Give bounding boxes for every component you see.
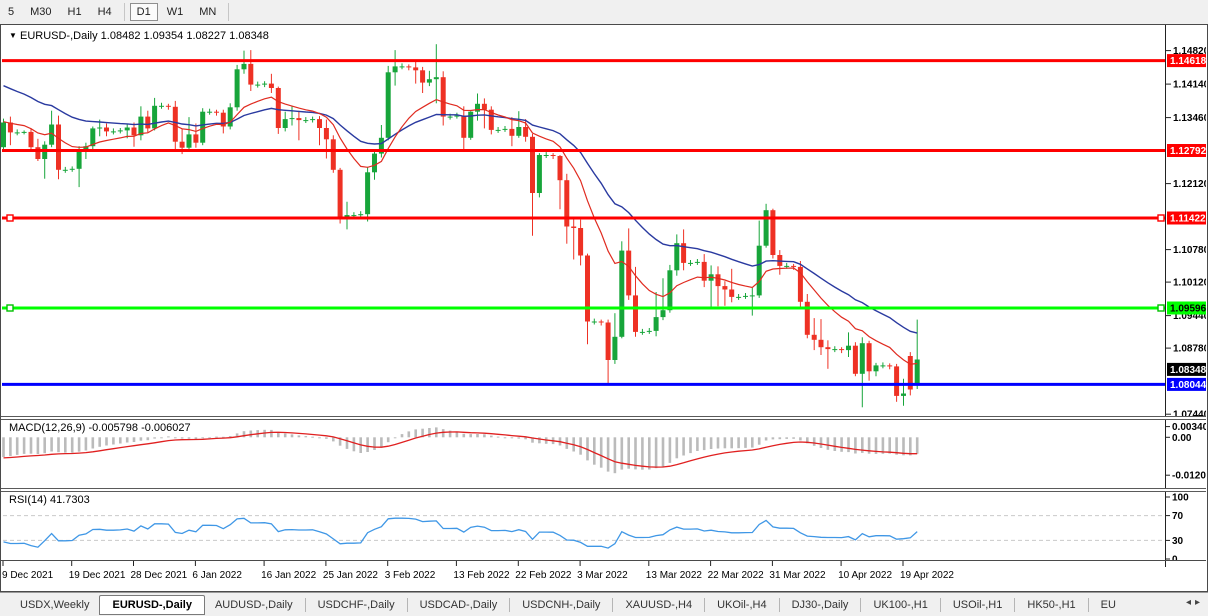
macd-indicator-label: MACD(12,26,9) -0.005798 -0.006027: [9, 422, 191, 434]
svg-text:0.003408: 0.003408: [1172, 422, 1206, 433]
svg-text:19 Apr 2022: 19 Apr 2022: [900, 570, 954, 581]
svg-text:22 Feb 2022: 22 Feb 2022: [515, 570, 572, 581]
chart-dropdown-icon[interactable]: ▼: [9, 31, 17, 40]
chart-tab-uk100-h1[interactable]: UK100-,H1: [873, 598, 928, 611]
svg-text:13 Feb 2022: 13 Feb 2022: [453, 570, 510, 581]
macd-values: -0.005798 -0.006027: [88, 422, 191, 434]
chart-tab-eu[interactable]: EU: [1100, 598, 1116, 611]
toolbar-separator: [123, 3, 125, 21]
date-axis[interactable]: 9 Dec 2021 19 Dec 2021 28 Dec 2021 6 Jan 20…: [1, 560, 1206, 591]
svg-text:6 Jan 2022: 6 Jan 2022: [192, 570, 242, 581]
chart-tab-dj30-daily[interactable]: DJ30-,Daily: [791, 598, 849, 611]
tab-separator: [304, 597, 306, 612]
svg-text:16 Jan 2022: 16 Jan 2022: [261, 570, 316, 581]
tab-scroll-right-icon[interactable]: ▸: [1194, 597, 1204, 608]
svg-text:100: 100: [1172, 493, 1189, 504]
svg-text:-0.012058: -0.012058: [1172, 471, 1206, 482]
ohlc-high: 1.09354: [143, 30, 184, 42]
ohlc-low: 1.08227: [186, 30, 227, 42]
tab-scroll-arrows: ◂▸: [1183, 597, 1206, 608]
timeframe-button-5[interactable]: 5: [8, 6, 15, 18]
tab-scroll-left-icon[interactable]: ◂: [1185, 597, 1195, 608]
svg-text:10 Apr 2022: 10 Apr 2022: [838, 570, 892, 581]
svg-text:3 Feb 2022: 3 Feb 2022: [385, 570, 436, 581]
ohlc-close: 1.08348: [229, 30, 269, 42]
macd-panel[interactable]: 0.0034080.00 -0.012058: [1, 420, 1206, 488]
rsi-indicator-label: RSI(14) 41.7303: [9, 494, 90, 506]
tab-separator: [406, 597, 408, 612]
rsi-name: RSI(14): [9, 494, 47, 506]
chart-tab-xauusd-h4[interactable]: XAUUSD-,H4: [625, 598, 693, 611]
svg-text:1.14140: 1.14140: [1173, 80, 1206, 91]
tab-separator: [778, 597, 780, 612]
rsi-panel[interactable]: 100 70 30 0: [1, 492, 1206, 560]
chart-tab-usdx-weekly[interactable]: USDX,Weekly: [20, 598, 90, 611]
svg-text:1.08780: 1.08780: [1173, 344, 1206, 355]
chart-tab-audusd-daily[interactable]: AUDUSD-,Daily: [214, 598, 293, 611]
rsi-value: 41.7303: [49, 494, 90, 506]
svg-text:1.07440: 1.07440: [1173, 410, 1206, 416]
tab-separator: [939, 597, 941, 612]
svg-text:1.14820: 1.14820: [1173, 46, 1206, 57]
panel-splitter[interactable]: [1, 488, 1206, 492]
svg-text:22 Mar 2022: 22 Mar 2022: [708, 570, 765, 581]
svg-text:25 Jan 2022: 25 Jan 2022: [323, 570, 378, 581]
svg-text:31 Mar 2022: 31 Mar 2022: [769, 570, 826, 581]
timeframe-button-h4[interactable]: H4: [97, 6, 112, 18]
panel-splitter[interactable]: [1, 416, 1206, 420]
ohlc-open: 1.08482: [100, 30, 141, 42]
svg-text:70: 70: [1172, 511, 1184, 522]
tab-separator: [860, 597, 862, 612]
svg-text:0: 0: [1172, 555, 1178, 561]
price-chart-panel[interactable]: 1.14820 1.14140 1.13460 1.12120 1.10780 1.101…: [1, 25, 1206, 416]
timeframe-button-mn[interactable]: MN: [199, 6, 217, 18]
timeframe-button-h1[interactable]: H1: [67, 6, 82, 18]
svg-text:1.10120: 1.10120: [1173, 278, 1206, 289]
chart-tab-eurusd-daily[interactable]: EURUSD-,Daily: [99, 594, 205, 615]
timeframe-button-d1[interactable]: D1: [129, 3, 158, 21]
toolbar-separator: [228, 3, 230, 21]
date-axis-svg: 9 Dec 2021 19 Dec 2021 28 Dec 2021 6 Jan 20…: [2, 561, 1166, 581]
svg-text:1.10780: 1.10780: [1173, 245, 1206, 256]
chart-tab-bar: USDX,Weekly EURUSD-,Daily AUDUSD-,Daily USD…: [0, 592, 1208, 616]
chart-tab-hk50-h1[interactable]: HK50-,H1: [1027, 598, 1076, 611]
svg-text:9 Dec 2021: 9 Dec 2021: [2, 570, 54, 581]
tab-separator: [612, 597, 614, 612]
svg-text:30: 30: [1172, 536, 1184, 547]
price-chart-svg[interactable]: 1.14820 1.14140 1.13460 1.12120 1.10780 1.101…: [1, 25, 1206, 416]
chart-symbol-label: EURUSD-,Daily: [19, 30, 98, 42]
svg-text:1.14618: 1.14618: [1170, 56, 1206, 67]
svg-text:19 Dec 2021: 19 Dec 2021: [69, 570, 126, 581]
svg-text:0.00: 0.00: [1172, 433, 1192, 444]
chart-tab-usoil-h1[interactable]: USOil-,H1: [952, 598, 1003, 611]
svg-text:1.09440: 1.09440: [1173, 311, 1206, 322]
timeframe-button-w1[interactable]: W1: [166, 6, 184, 18]
tab-separator: [704, 597, 706, 612]
macd-name: MACD(12,26,9): [9, 422, 86, 434]
tab-separator: [1014, 597, 1016, 612]
svg-text:1.13460: 1.13460: [1173, 113, 1206, 124]
svg-text:1.08044: 1.08044: [1170, 380, 1206, 391]
chart-tab-usdchf-daily[interactable]: USDCHF-,Daily: [317, 598, 395, 611]
timeframe-button-m30[interactable]: M30: [30, 6, 52, 18]
svg-text:1.12120: 1.12120: [1173, 179, 1206, 190]
chart-title: ▼ EURUSD-,Daily 1.08482 1.09354 1.08227 …: [9, 30, 269, 42]
chart-window: ▼ EURUSD-,Daily 1.08482 1.09354 1.08227 …: [0, 24, 1208, 592]
tab-separator: [509, 597, 511, 612]
macd-svg[interactable]: 0.0034080.00 -0.012058: [1, 420, 1206, 488]
svg-text:1.09596: 1.09596: [1170, 304, 1206, 315]
timeframe-toolbar: 5 M30 H1 H4 D1 W1 MN: [0, 0, 1208, 24]
rsi-svg[interactable]: 100 70 30 0: [1, 492, 1206, 560]
svg-text:13 Mar 2022: 13 Mar 2022: [646, 570, 703, 581]
svg-text:1.08348: 1.08348: [1170, 365, 1206, 376]
chart-tab-usdcad-daily[interactable]: USDCAD-,Daily: [419, 598, 498, 611]
chart-tab-usdcnh-daily[interactable]: USDCNH-,Daily: [522, 598, 601, 611]
svg-text:28 Dec 2021: 28 Dec 2021: [131, 570, 188, 581]
svg-text:3 Mar 2022: 3 Mar 2022: [577, 570, 628, 581]
chart-tab-ukoil-h4[interactable]: UKOil-,H4: [717, 598, 767, 611]
tab-separator: [1087, 597, 1089, 612]
svg-text:1.11422: 1.11422: [1170, 214, 1206, 225]
svg-text:1.12792: 1.12792: [1170, 146, 1206, 157]
